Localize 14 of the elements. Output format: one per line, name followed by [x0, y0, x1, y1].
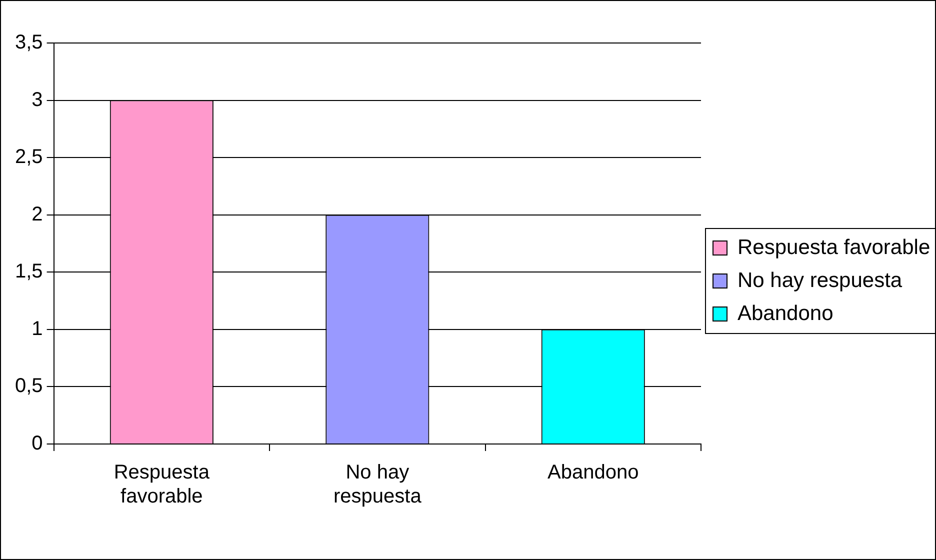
legend-label: No hay respuesta	[738, 268, 902, 292]
y-tick-label: 1	[32, 318, 43, 340]
y-tick-label: 1,5	[14, 260, 43, 283]
y-tick-label: 3,5	[14, 32, 43, 54]
legend-label: Abandono	[738, 302, 834, 325]
y-tick-label: 3	[32, 88, 43, 111]
x-tick-label: Respuesta favorable	[114, 462, 210, 508]
x-tick-label: No hay respuesta	[333, 462, 422, 508]
y-tick-label: 2	[32, 203, 43, 226]
y-tick-label: 0	[32, 432, 43, 455]
y-tick-label: 2,5	[14, 146, 43, 168]
legend-label: Respuesta favorable	[738, 236, 930, 259]
x-tick-label: Abandono	[548, 462, 639, 484]
y-tick-label: 0,5	[14, 375, 43, 398]
